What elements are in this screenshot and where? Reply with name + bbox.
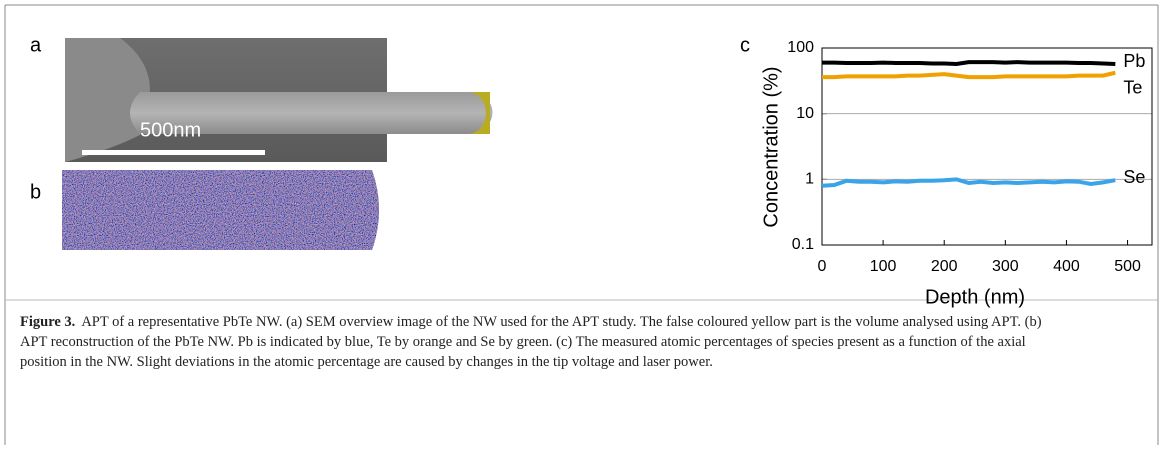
y-tick-label: 100 [787, 39, 814, 56]
series-line [821, 177, 1116, 188]
panel-label: c [740, 34, 750, 56]
scale-bar-label: 500nm [140, 119, 201, 141]
scale-bar [82, 150, 265, 155]
y-tick-label: 10 [796, 105, 814, 122]
y-tick-label: 1 [805, 171, 814, 188]
apt-reconstruction [62, 170, 379, 250]
series-label: Pb [1123, 51, 1145, 71]
x-tick-label: 300 [992, 258, 1019, 275]
yellow-volume-tip [468, 92, 490, 134]
caption: Figure 3. APT of a representative PbTe NW… [20, 312, 1060, 372]
nanowire [130, 92, 493, 134]
x-axis-title: Depth (nm) [925, 286, 1025, 308]
sem-base [65, 38, 150, 162]
y-tick-label: 0.1 [792, 236, 814, 253]
y-axis-title: Concentration (%) [760, 66, 782, 227]
series-label: Se [1123, 167, 1145, 187]
x-tick-label: 400 [1053, 258, 1080, 275]
panel-label: b [30, 181, 41, 203]
x-tick-label: 100 [870, 258, 897, 275]
series-line [822, 70, 1116, 80]
plot-frame [821, 47, 1153, 246]
apt-noise [62, 170, 379, 250]
x-tick-label: 500 [1114, 258, 1141, 275]
panel-label: a [30, 34, 42, 56]
x-tick-label: 200 [931, 258, 958, 275]
caption-label: Figure 3. [20, 314, 76, 330]
series-line [822, 60, 1116, 67]
series-label: Te [1123, 77, 1142, 97]
x-tick-label: 0 [818, 258, 827, 275]
caption-text: APT of a representative PbTe NW. (a) SEM… [20, 314, 1042, 370]
